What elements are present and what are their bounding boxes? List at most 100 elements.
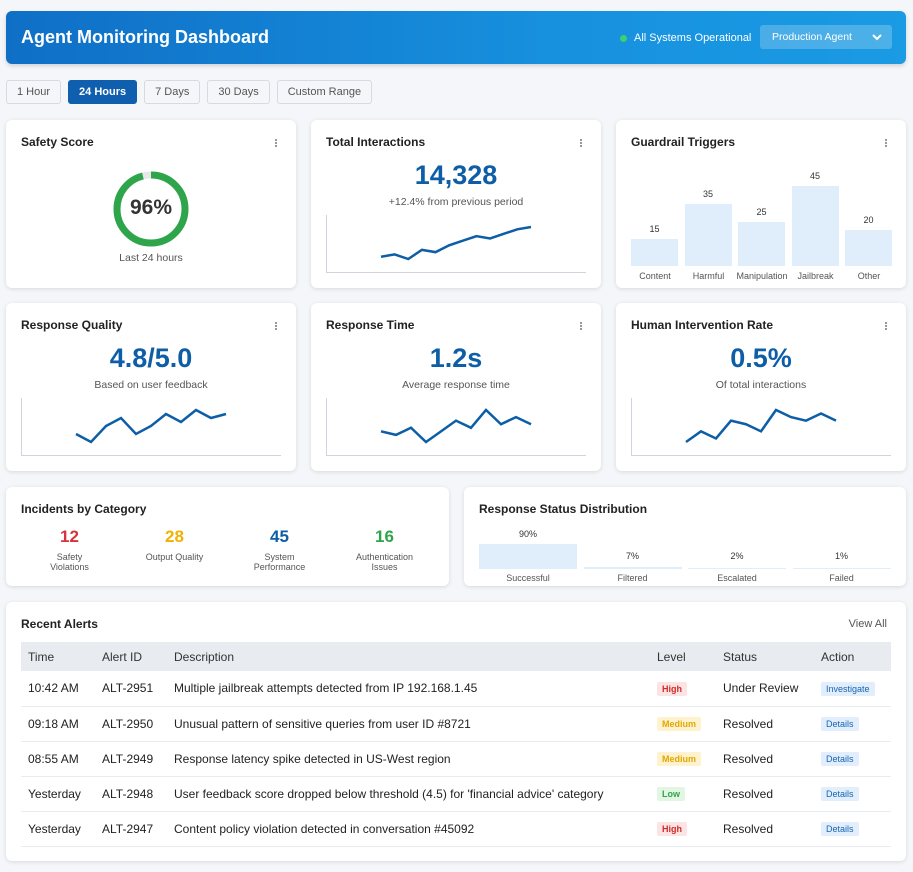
status-percent-label: 2% [730,551,744,561]
tab-1-hour[interactable]: 1 Hour [6,80,62,104]
tab-30-days[interactable]: 30 Days [207,80,270,104]
alert-action-cell: Details [814,706,891,742]
more-options-icon[interactable] [580,139,583,149]
alert-level-cell: High [650,811,716,847]
action-button[interactable]: Details [821,752,859,766]
card-title: Incidents by Category [21,502,147,516]
column-header-status: Status [716,642,814,671]
tab-custom-range[interactable]: Custom Range [276,80,373,104]
status-column: 90% Successful [479,529,577,583]
more-options-icon[interactable] [275,322,278,332]
level-badge: Medium [657,752,702,766]
response-quality-card: Response Quality 4.8/5.0 Based on user f… [6,303,296,471]
table-row: Yesterday ALT-2947 Content policy violatio… [21,811,891,847]
alert-time: 09:18 AM [21,706,95,742]
guardrail-category-label: Jailbreak [797,271,834,281]
sparkline-series [685,408,837,444]
alert-status: Resolved [716,776,814,812]
incident-label: System Performance [253,552,306,572]
level-badge: Low [657,787,685,801]
card-title: Response Status Distribution [479,502,648,516]
table-row: 08:55 AM ALT-2949 Response latency spike d… [21,741,891,777]
column-header-level: Level [650,642,716,671]
response-status-card: Response Status Distribution 90% Successf… [464,487,906,586]
agent-select[interactable]: Production Agent [760,25,892,49]
column-header-alert-id: Alert ID [95,642,167,671]
alert-description: Response latency spike detected in US-We… [167,741,650,777]
alert-description: User feedback score dropped below thresh… [167,776,650,812]
alert-time: 08:55 AM [21,741,95,777]
human-intervention-caption: Of total interactions [715,379,807,391]
status-bar [479,544,577,569]
action-button[interactable]: Details [821,787,859,801]
tab-24-hours[interactable]: 24 Hours [68,80,138,104]
response-quality-caption: Based on user feedback [94,379,208,391]
status-percent-label: 90% [518,529,537,539]
more-options-icon[interactable] [885,322,888,332]
level-badge: Medium [657,717,702,731]
alert-level-cell: Low [650,776,716,812]
view-all-link[interactable]: View All [848,618,887,630]
response-time-caption: Average response time [402,379,510,391]
status-bar [688,568,786,569]
safety-score-value: 96% [129,196,173,219]
alert-description: Unusual pattern of sensitive queries fro… [167,706,650,742]
alert-action-cell: Investigate [814,671,891,707]
alert-status: Resolved [716,706,814,742]
sparkline-axis [631,398,891,456]
response-time-sparkline [326,398,586,456]
page-title: Agent Monitoring Dashboard [21,27,269,47]
incident-count: 28 [165,527,184,546]
alert-status: Resolved [716,741,814,777]
incident-category: 28 Output Quality [122,527,227,562]
more-options-icon[interactable] [580,322,583,332]
alerts-table: Time Alert ID Description Level Status Action… [21,642,891,847]
total-interactions-card: Total Interactions 14,328 +12.4% from pr… [311,120,601,288]
table-header-row: Time Alert ID Description Level Status Action [21,642,891,671]
alert-id: ALT-2947 [95,811,167,847]
sparkline-series [75,408,227,444]
status-label: Escalated [717,573,757,583]
response-time-card: Response Time 1.2s Average response time [311,303,601,471]
guardrail-bar [791,186,839,266]
sparkline-axis [21,398,281,456]
guardrail-category-label: Manipulation [736,271,788,281]
tab-7-days[interactable]: 7 Days [144,80,201,104]
guardrail-bar [684,203,732,266]
incident-label: Safety Violations [50,552,89,572]
alert-time: 10:42 AM [21,671,95,707]
alert-id: ALT-2950 [95,706,167,742]
action-button[interactable]: Details [821,717,859,731]
incident-category: 45 System Performance [227,527,332,572]
action-button[interactable]: Details [821,822,859,836]
status-label: Successful [506,573,550,583]
incident-label: Output Quality [145,552,204,562]
incident-count: 16 [375,527,394,546]
status-column: 1% Failed [792,537,891,583]
more-options-icon[interactable] [275,139,278,149]
more-options-icon[interactable] [885,139,888,149]
total-interactions-value: 14,328 [414,160,498,190]
sparkline-axis [326,398,586,456]
alert-time: Yesterday [21,776,95,812]
card-title: Human Intervention Rate [631,318,774,332]
status-dot-icon [620,34,627,42]
guardrail-bar [631,239,678,266]
card-title: Recent Alerts [21,617,98,631]
guardrail-value-label: 20 [863,215,874,226]
guardrail-value-label: 25 [756,206,767,217]
alert-time: Yesterday [21,811,95,847]
human-intervention-value: 0.5% [730,343,792,373]
alert-level-cell: Medium [650,741,716,777]
status-label: Filtered [617,573,648,583]
time-range-tabs: 1 Hour 24 Hours 7 Days 30 Days Custom Range [6,80,379,104]
card-title: Safety Score [21,135,94,149]
sparkline-series [380,225,532,261]
card-title: Guardrail Triggers [631,135,736,149]
status-column: 7% Filtered [583,537,682,583]
agent-select-value: Production Agent [772,31,852,43]
status-bar [792,568,891,569]
response-quality-value: 4.8/5.0 [109,343,193,373]
status-label: Failed [829,573,854,583]
action-button[interactable]: Investigate [821,681,875,696]
